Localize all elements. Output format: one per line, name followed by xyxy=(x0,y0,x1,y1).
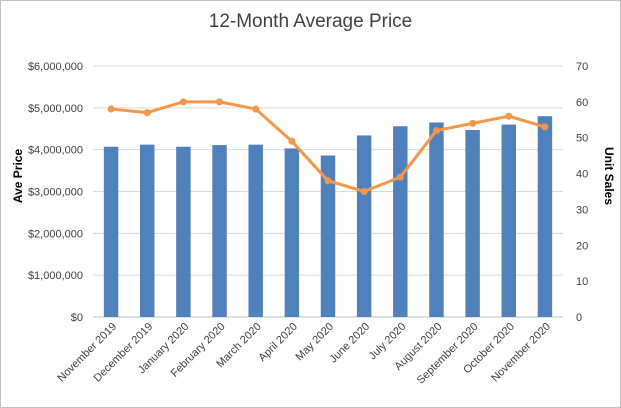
line-point xyxy=(432,127,440,135)
right-tick-label: 10 xyxy=(576,276,588,288)
bar-series xyxy=(103,116,553,318)
bar xyxy=(248,144,263,317)
left-tick-label: $1,000,000 xyxy=(28,270,83,282)
line-point xyxy=(216,98,224,106)
bar xyxy=(176,146,191,317)
x-tick-label: September 2020 xyxy=(415,321,481,387)
bar xyxy=(284,148,300,317)
right-tick-label: 20 xyxy=(576,240,588,252)
line-point xyxy=(541,123,549,131)
bar xyxy=(320,155,336,317)
line-point xyxy=(179,98,187,106)
bar xyxy=(140,144,155,317)
right-tick-label: 0 xyxy=(576,312,582,324)
line-series xyxy=(107,98,549,195)
left-axis-title: Ave Price xyxy=(11,149,25,204)
right-tick-label: 30 xyxy=(576,204,588,216)
line-point xyxy=(505,112,513,120)
bar xyxy=(103,146,119,317)
line-point xyxy=(252,105,260,113)
left-tick-label: $2,000,000 xyxy=(28,228,83,240)
line-point xyxy=(324,177,332,185)
right-tick-label: 60 xyxy=(576,97,588,109)
x-tick-label: November 2019 xyxy=(55,321,119,385)
left-tick-label: $3,000,000 xyxy=(28,187,83,199)
x-tick-label: April 2020 xyxy=(256,321,300,365)
right-tick-label: 50 xyxy=(576,133,588,145)
bar xyxy=(501,124,516,317)
right-tick-label: 70 xyxy=(576,61,588,73)
line-point xyxy=(360,188,368,195)
line-point xyxy=(107,105,115,113)
bar xyxy=(356,135,372,317)
right-axis-title: Unit Sales xyxy=(602,147,616,205)
bar xyxy=(465,130,480,317)
right-axis-ticks: 0 10 20 30 40 50 60 70 xyxy=(576,61,588,324)
right-tick-label: 40 xyxy=(576,169,588,181)
line-point xyxy=(469,119,477,127)
line-point xyxy=(396,173,404,181)
bar xyxy=(393,126,408,318)
bar xyxy=(212,145,227,317)
bar xyxy=(537,116,553,317)
line-point xyxy=(288,137,296,145)
bar xyxy=(429,122,444,317)
left-tick-label: $4,000,000 xyxy=(28,145,83,157)
chart-title: 12-Month Average Price xyxy=(208,11,413,32)
left-tick-label: $6,000,000 xyxy=(28,61,83,73)
left-axis-ticks: $0 $1,000,000 $2,000,000 $3,000,000 $4,000,0… xyxy=(28,61,83,324)
left-tick-label: $0 xyxy=(71,312,83,324)
left-tick-label: $5,000,000 xyxy=(28,103,83,115)
line-point xyxy=(143,109,151,117)
